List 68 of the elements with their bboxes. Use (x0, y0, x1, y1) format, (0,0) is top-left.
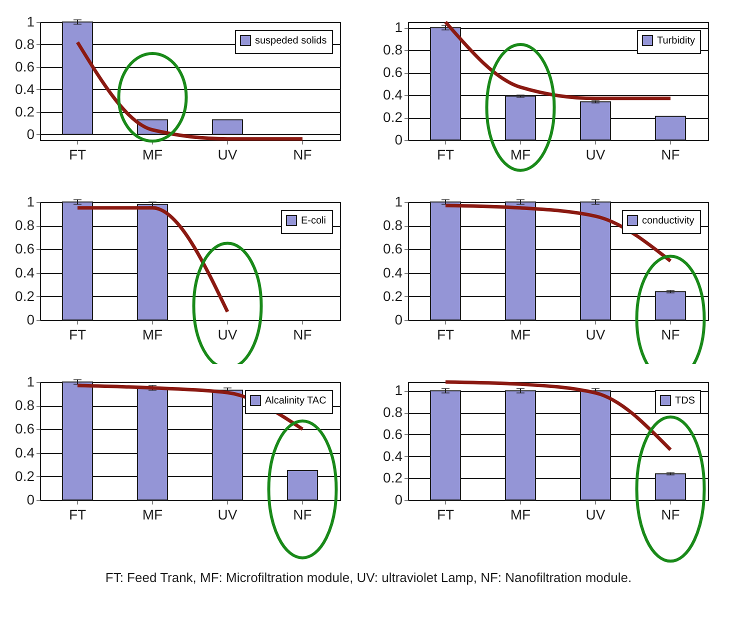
x-tick-label: UV (218, 326, 238, 342)
y-tick-label: 0.2 (15, 468, 35, 484)
x-tick-label: NF (293, 506, 312, 522)
y-tick-label: 0.2 (15, 103, 35, 120)
y-tick-label: 0.4 (15, 264, 35, 280)
y-tick-label: 0.8 (15, 36, 35, 52)
x-tick-label: NF (661, 146, 680, 162)
y-tick-label: 0.4 (15, 80, 35, 97)
x-tick-label: FT (436, 146, 454, 162)
x-tick-label: FT (436, 326, 454, 342)
x-tick-label: UV (218, 506, 238, 522)
x-tick-label: UV (586, 506, 606, 522)
y-tick-label: 0.8 (383, 404, 403, 420)
y-tick-label: 0 (26, 126, 35, 142)
y-tick-label: 0.4 (383, 264, 403, 280)
y-tick-label: 0.4 (15, 444, 35, 460)
y-tick-label: 1 (26, 374, 35, 390)
legend-label: suspeded solids (255, 36, 327, 46)
y-tick-label: 0.2 (383, 109, 403, 126)
y-tick-label: 0.8 (383, 217, 403, 234)
y-tick-label: 0.2 (383, 288, 403, 304)
y-tick-label: 0.8 (383, 42, 403, 58)
y-tick-label: 0.6 (15, 240, 35, 257)
y-tick-label: 0.8 (15, 217, 35, 234)
y-tick-label: 0.2 (383, 470, 403, 486)
x-tick-label: NF (661, 326, 680, 342)
x-tick-label: UV (218, 146, 238, 162)
x-tick-label: MF (142, 506, 163, 522)
legend-label: Turbidity (657, 36, 695, 46)
y-tick-label: 0 (26, 312, 35, 328)
legend-label: Alcalinity TAC (265, 396, 326, 406)
x-tick-label: FT (436, 506, 454, 522)
y-tick-label: 0.4 (383, 86, 403, 103)
y-tick-label: 0.6 (383, 240, 403, 257)
y-tick-label: 1 (394, 19, 403, 36)
x-tick-label: MF (142, 146, 163, 162)
x-tick-label: FT (68, 506, 86, 522)
legend-label: TDS (675, 396, 696, 406)
line-series (444, 380, 672, 452)
y-tick-label: 1 (26, 14, 35, 30)
y-tick-label: 0 (394, 312, 403, 328)
legend-label: conductivity (642, 216, 694, 226)
y-tick-label: 0.6 (15, 420, 35, 437)
x-tick-label: NF (293, 146, 312, 162)
y-tick-label: 0 (394, 132, 403, 148)
y-tick-label: 0 (394, 492, 403, 508)
x-tick-label: MF (510, 326, 531, 342)
y-tick-label: 0.2 (15, 288, 35, 304)
y-tick-label: 0.6 (383, 64, 403, 80)
y-tick-label: 0.6 (15, 58, 35, 74)
y-tick-label: 0.8 (15, 397, 35, 414)
y-tick-label: 0.4 (383, 448, 403, 464)
x-tick-label: FT (68, 146, 86, 162)
y-tick-label: 1 (26, 194, 35, 210)
x-tick-label: UV (586, 146, 606, 162)
text: FT: Feed Trank, MF: Microfiltration module, UV: ultraviolet Lamp, NF: Nanofiltration module. (104, 570, 633, 585)
x-tick-label: UV (586, 326, 606, 342)
x-tick-label: MF (510, 146, 531, 162)
y-tick-label: 0.6 (383, 426, 403, 442)
legend-label: E-coli (301, 216, 326, 226)
x-tick-label: MF (142, 326, 163, 342)
y-tick-label: 1 (394, 194, 403, 210)
y-tick-label: 0 (26, 492, 35, 508)
y-tick-label: 1 (394, 382, 403, 398)
x-tick-label: FT (68, 326, 86, 342)
x-tick-label: NF (293, 326, 312, 342)
x-tick-label: MF (510, 506, 531, 522)
x-tick-label: NF (661, 506, 680, 522)
